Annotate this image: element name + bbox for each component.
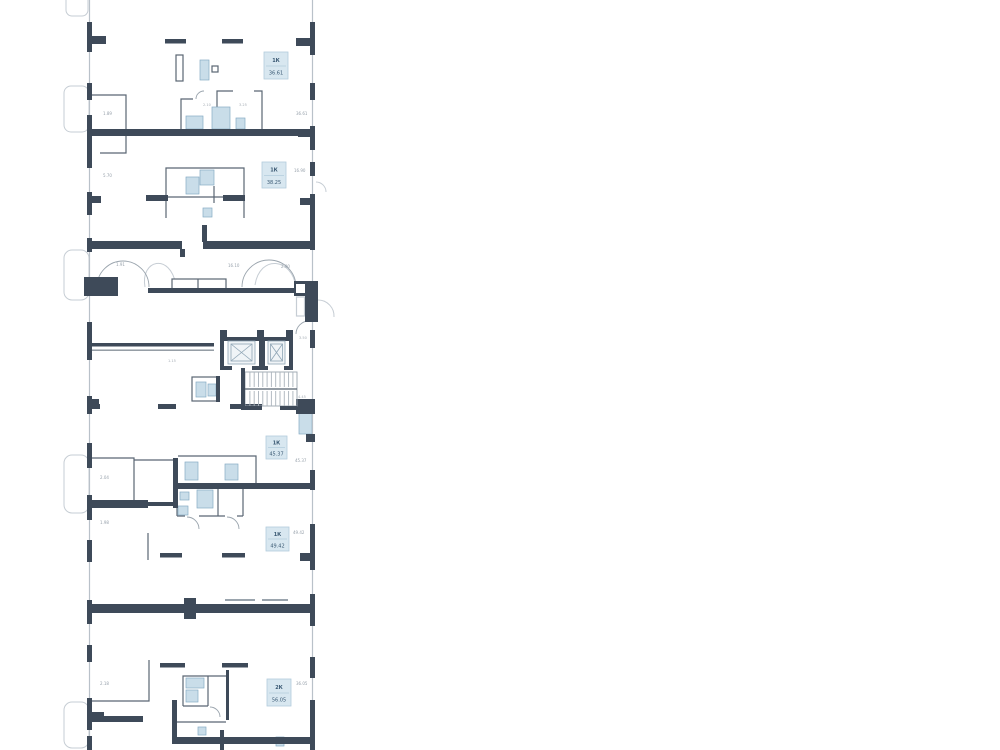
svg-text:16.90: 16.90 (294, 168, 306, 173)
dimension-texts: 1.89 36.61 2.10 3.25 5.70 16.90 1.91 16.… (100, 103, 308, 686)
shower-fixture (199, 169, 215, 186)
svg-text:2.90: 2.90 (281, 264, 290, 269)
svg-text:2К: 2К (275, 685, 283, 691)
sink-fixture (235, 117, 246, 130)
svg-text:38.25: 38.25 (267, 180, 281, 186)
svg-text:5.70: 5.70 (103, 173, 112, 178)
bathtub-fixture (224, 463, 239, 481)
svg-text:2.04: 2.04 (100, 475, 109, 480)
unit-label-4: 1К 49.42 (265, 526, 290, 552)
bathtub-fixture (185, 677, 205, 689)
partition-dashes (160, 39, 248, 668)
elevator-shaft-2 (267, 340, 286, 365)
elevator-shaft-1 (227, 340, 256, 365)
wc-fixture (195, 381, 207, 398)
svg-text:16.10: 16.10 (228, 263, 240, 268)
svg-text:49.42: 49.42 (270, 544, 284, 550)
svg-text:4.45: 4.45 (298, 395, 306, 399)
svg-text:36.61: 36.61 (296, 111, 308, 116)
glazed-door (298, 411, 313, 435)
svg-text:1.98: 1.98 (100, 520, 109, 525)
shower-fixture (211, 106, 231, 130)
svg-text:36.61: 36.61 (269, 71, 283, 77)
sink-fixture (179, 491, 190, 501)
svg-text:56.05: 56.05 (272, 698, 286, 704)
svg-text:1К: 1К (273, 441, 281, 447)
svg-text:1К: 1К (270, 168, 278, 174)
bathtub-fixture (185, 115, 204, 130)
staircase (241, 368, 298, 410)
elevator-core (220, 330, 293, 370)
svg-text:3.50: 3.50 (299, 336, 307, 340)
sink-fixture (207, 383, 217, 397)
sink-fixture (177, 505, 189, 516)
svg-text:45.37: 45.37 (295, 458, 307, 463)
sink-fixture (197, 726, 207, 736)
unit-label-3: 1К 45.37 (265, 435, 288, 460)
svg-text:45.37: 45.37 (269, 452, 283, 458)
svg-text:2.18: 2.18 (100, 681, 109, 686)
svg-text:2.10: 2.10 (203, 103, 211, 107)
svg-text:1.15: 1.15 (168, 359, 176, 363)
unit-label-1: 1К 36.61 (263, 51, 289, 80)
svg-text:36.05: 36.05 (296, 681, 308, 686)
svg-text:1.91: 1.91 (116, 262, 125, 267)
wardrobe-fixture (199, 59, 210, 81)
svg-text:49.42: 49.42 (293, 530, 305, 535)
sink-fixture (202, 207, 213, 218)
unit-label-5: 2К 56.05 (266, 678, 292, 707)
svg-text:1К: 1К (272, 58, 280, 64)
bathtub-fixture (185, 176, 200, 195)
svg-text:1К: 1К (274, 532, 282, 538)
shower-fixture (196, 489, 214, 509)
svg-text:1.89: 1.89 (103, 111, 112, 116)
svg-text:3.25: 3.25 (239, 103, 247, 107)
unit-label-2: 1К 38.25 (261, 161, 287, 189)
shower-fixture (185, 689, 199, 703)
unit-labels: 1К 36.61 1К 38.25 1К 45.37 1К 49.42 2К 5… (261, 51, 292, 707)
shower-fixture (184, 461, 199, 481)
